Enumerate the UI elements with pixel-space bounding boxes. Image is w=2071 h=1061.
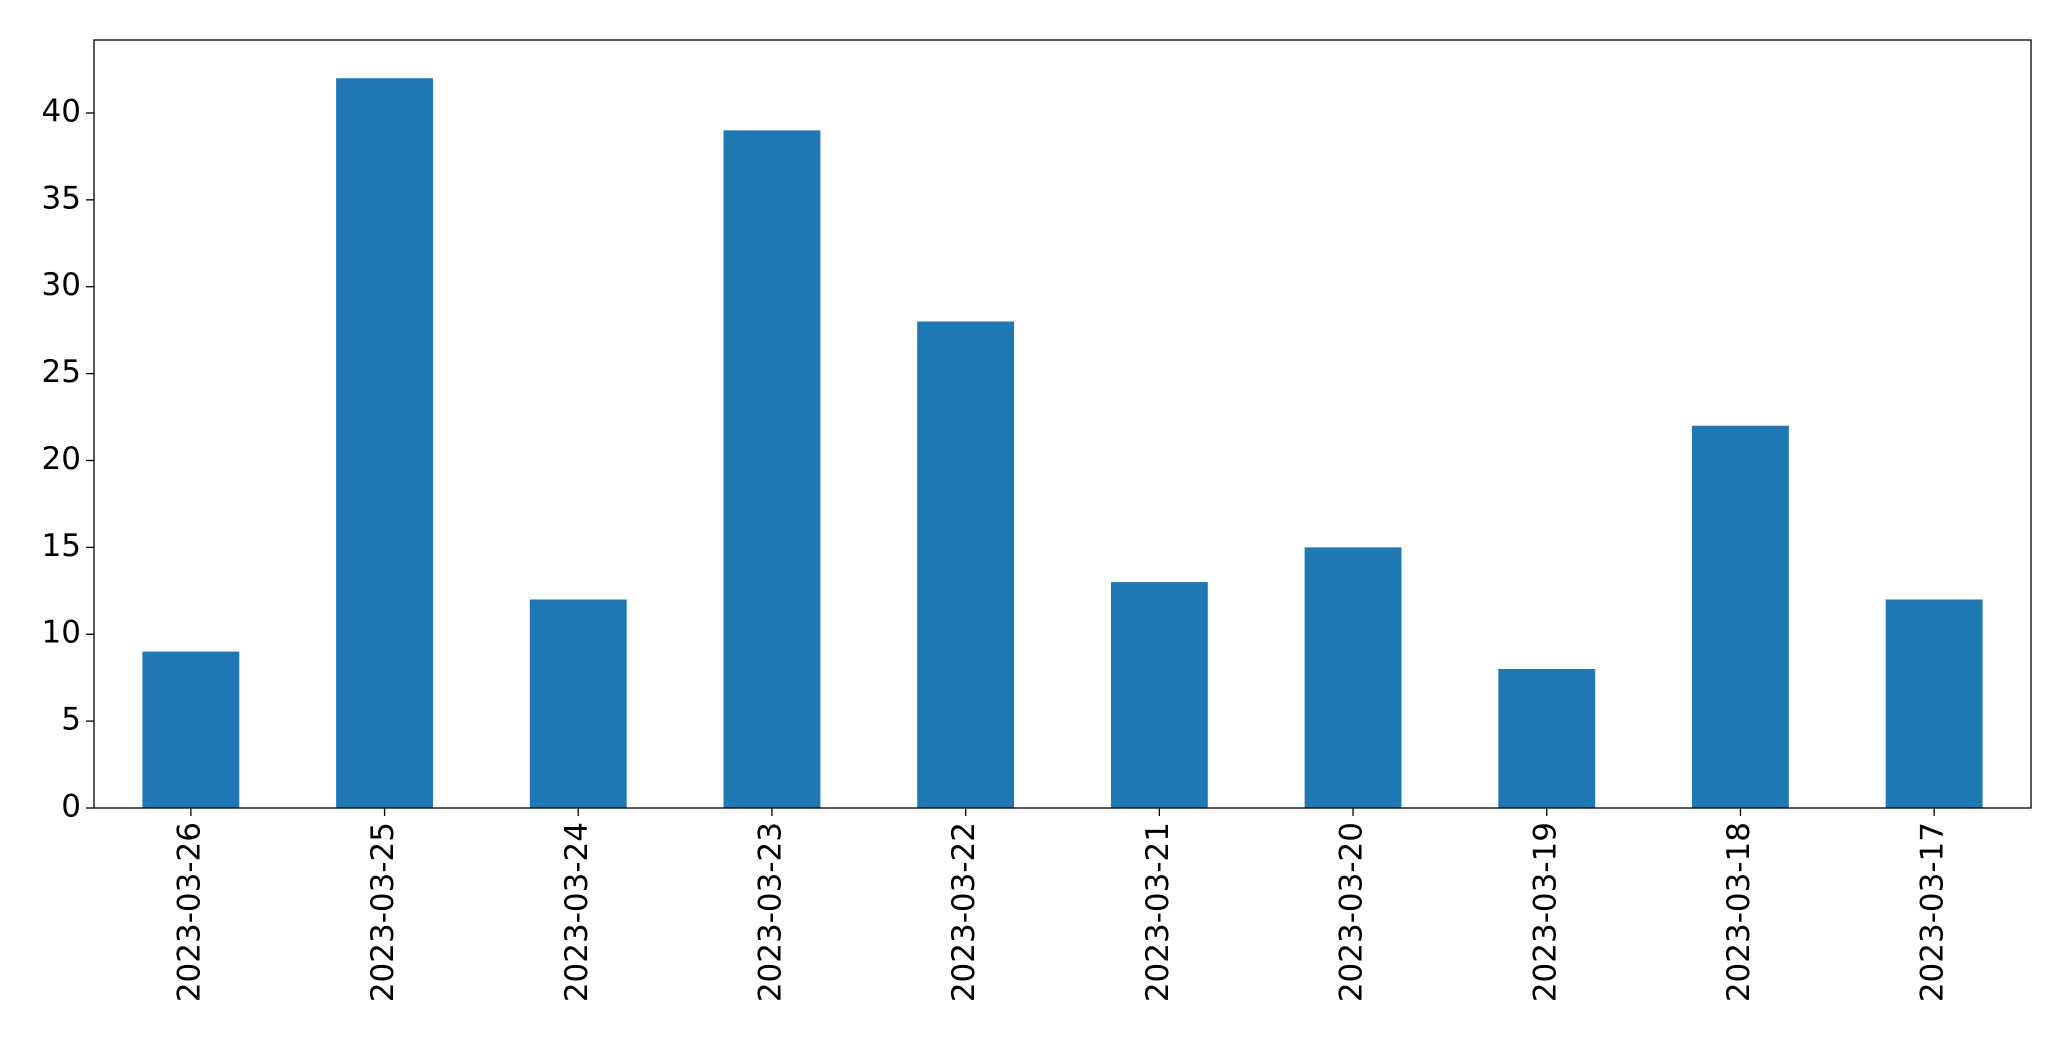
y-tick-label: 30 [42,267,81,303]
x-tick-label: 2023-03-24 [559,822,595,1002]
x-tick-label: 2023-03-17 [1915,822,1951,1002]
bar [723,130,821,809]
y-tick-label: 40 [42,93,81,129]
bar [1692,425,1789,808]
x-tick-label: 2023-03-26 [171,822,207,1002]
x-tick-label: 2023-03-21 [1140,822,1176,1002]
bar [1304,547,1402,808]
y-tick-label: 0 [61,789,81,825]
y-tick-label: 5 [61,702,81,738]
x-tick-label: 2023-03-19 [1527,822,1563,1002]
bar [336,78,433,808]
x-tick-label: 2023-03-23 [752,822,788,1002]
bar [1498,668,1596,808]
x-tick-label: 2023-03-18 [1721,822,1757,1002]
x-tick-label: 2023-03-20 [1334,822,1370,1002]
x-tick-label: 2023-03-22 [946,822,982,1002]
bar [529,599,627,808]
bar [1110,582,1208,808]
y-tick-label: 20 [42,441,81,477]
axes-frame [93,39,2032,809]
x-tick-label: 2023-03-25 [365,822,401,1002]
bar [1885,599,1983,808]
y-tick-label: 15 [42,528,81,564]
y-tick-label: 10 [42,615,81,651]
y-tick-label: 25 [42,354,81,390]
bar [142,651,240,808]
y-tick-label: 35 [42,180,81,216]
bar [917,321,1015,808]
